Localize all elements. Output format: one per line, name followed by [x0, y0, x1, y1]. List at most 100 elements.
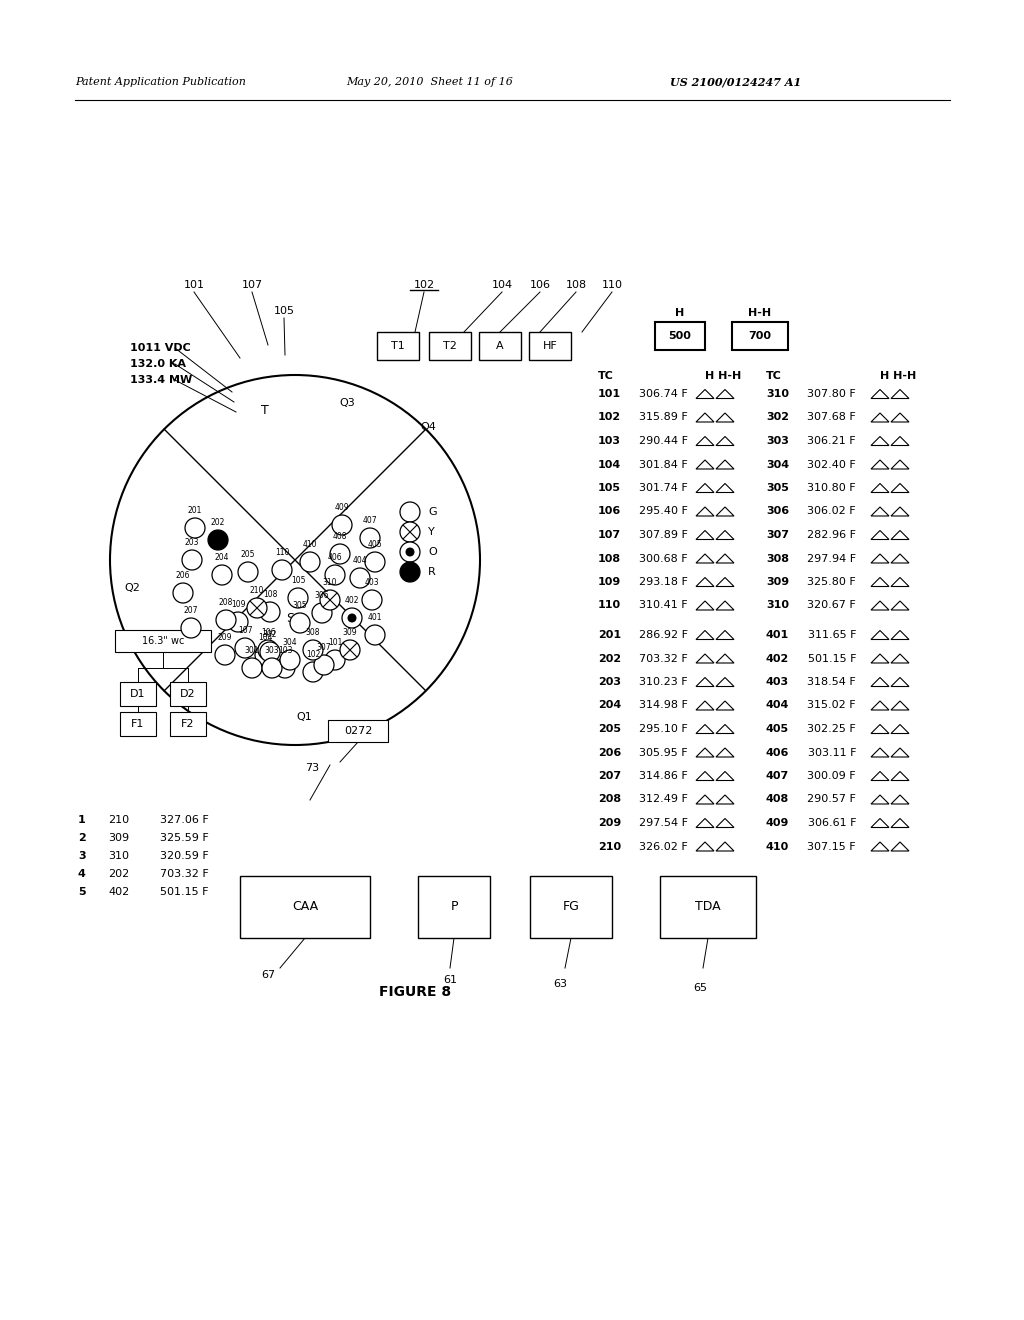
Text: 404: 404: [352, 556, 368, 565]
Text: 410: 410: [303, 540, 317, 549]
Text: 203: 203: [598, 677, 621, 686]
Text: Q4: Q4: [420, 422, 436, 432]
Circle shape: [400, 502, 420, 521]
Bar: [418, 876, 490, 939]
Text: 202: 202: [108, 869, 129, 879]
Circle shape: [234, 638, 255, 657]
Text: 703.32 F: 703.32 F: [639, 653, 688, 664]
Text: 73: 73: [305, 763, 319, 774]
Text: 500: 500: [669, 331, 691, 341]
Text: 307: 307: [766, 531, 790, 540]
Text: 61: 61: [443, 975, 457, 985]
Text: D1: D1: [130, 689, 145, 700]
Circle shape: [212, 565, 232, 585]
Bar: [170, 711, 206, 737]
Text: 101: 101: [328, 638, 342, 647]
Text: 207: 207: [598, 771, 622, 781]
Bar: [429, 333, 471, 360]
Text: 201: 201: [598, 630, 622, 640]
Text: 700: 700: [749, 331, 771, 341]
Text: 307: 307: [316, 643, 332, 652]
Bar: [170, 682, 206, 706]
Text: 107: 107: [242, 280, 262, 290]
Text: 207: 207: [183, 606, 199, 615]
Text: 300.68 F: 300.68 F: [639, 553, 688, 564]
Circle shape: [275, 657, 295, 678]
Text: 205: 205: [241, 550, 255, 558]
Bar: [732, 322, 788, 350]
Text: 302.25 F: 302.25 F: [807, 723, 856, 734]
Text: 105: 105: [598, 483, 621, 492]
Text: 405: 405: [368, 540, 382, 549]
Text: HF: HF: [543, 341, 557, 351]
Text: 108: 108: [565, 280, 587, 290]
Text: 501.15 F: 501.15 F: [160, 887, 209, 898]
Text: 2: 2: [78, 833, 86, 843]
Text: 300.09 F: 300.09 F: [807, 771, 856, 781]
Text: US 2100/0124247 A1: US 2100/0124247 A1: [670, 77, 801, 87]
Text: 303: 303: [264, 645, 280, 655]
Text: TDA: TDA: [695, 900, 721, 913]
Text: 208: 208: [219, 598, 233, 607]
Text: 303: 303: [766, 436, 788, 446]
Text: F2: F2: [181, 719, 195, 729]
Text: T1: T1: [391, 341, 404, 351]
Text: 305: 305: [766, 483, 788, 492]
Text: 402: 402: [766, 653, 790, 664]
Circle shape: [181, 618, 201, 638]
Text: 106: 106: [529, 280, 551, 290]
Text: 65: 65: [693, 983, 707, 993]
Text: 406: 406: [766, 747, 790, 758]
Circle shape: [407, 548, 414, 556]
Text: 108: 108: [598, 553, 622, 564]
Bar: [660, 876, 756, 939]
Text: 103: 103: [278, 645, 292, 655]
Circle shape: [247, 598, 267, 618]
Text: 302: 302: [766, 412, 790, 422]
Circle shape: [340, 640, 360, 660]
Bar: [115, 630, 211, 652]
Text: 108: 108: [263, 590, 278, 599]
Circle shape: [300, 552, 319, 572]
Circle shape: [314, 655, 334, 675]
Text: 109: 109: [598, 577, 622, 587]
Text: 297.54 F: 297.54 F: [639, 818, 688, 828]
Text: 104: 104: [258, 634, 272, 642]
Text: 102: 102: [598, 412, 622, 422]
Text: Q3: Q3: [339, 397, 354, 408]
Text: P: P: [451, 900, 458, 913]
Text: 306.02 F: 306.02 F: [807, 507, 856, 516]
Text: 302.40 F: 302.40 F: [807, 459, 856, 470]
Bar: [120, 711, 156, 737]
Text: 107: 107: [598, 531, 622, 540]
Circle shape: [350, 568, 370, 587]
Circle shape: [312, 603, 332, 623]
Text: May 20, 2010  Sheet 11 of 16: May 20, 2010 Sheet 11 of 16: [346, 77, 513, 87]
Circle shape: [290, 612, 310, 634]
Circle shape: [330, 544, 350, 564]
Text: 107: 107: [238, 626, 252, 635]
Text: 301.84 F: 301.84 F: [639, 459, 688, 470]
Text: R: R: [428, 568, 436, 577]
Text: H H-H: H H-H: [705, 371, 741, 381]
Circle shape: [319, 590, 340, 610]
Text: 401: 401: [766, 630, 790, 640]
Text: 401: 401: [368, 612, 382, 622]
Text: 307.89 F: 307.89 F: [639, 531, 688, 540]
Text: 408: 408: [333, 532, 347, 541]
Circle shape: [242, 657, 262, 678]
Circle shape: [228, 612, 248, 632]
Text: 306.21 F: 306.21 F: [807, 436, 856, 446]
Text: 302: 302: [263, 630, 278, 639]
Text: 410: 410: [766, 842, 790, 851]
Text: O: O: [428, 546, 437, 557]
Text: 16.3" wc: 16.3" wc: [141, 636, 184, 645]
Text: G: G: [428, 507, 436, 517]
Text: 205: 205: [598, 723, 621, 734]
Circle shape: [280, 649, 300, 671]
Circle shape: [272, 560, 292, 579]
Text: 405: 405: [766, 723, 790, 734]
Text: S: S: [286, 611, 294, 624]
Text: 306.74 F: 306.74 F: [639, 389, 688, 399]
Circle shape: [185, 517, 205, 539]
